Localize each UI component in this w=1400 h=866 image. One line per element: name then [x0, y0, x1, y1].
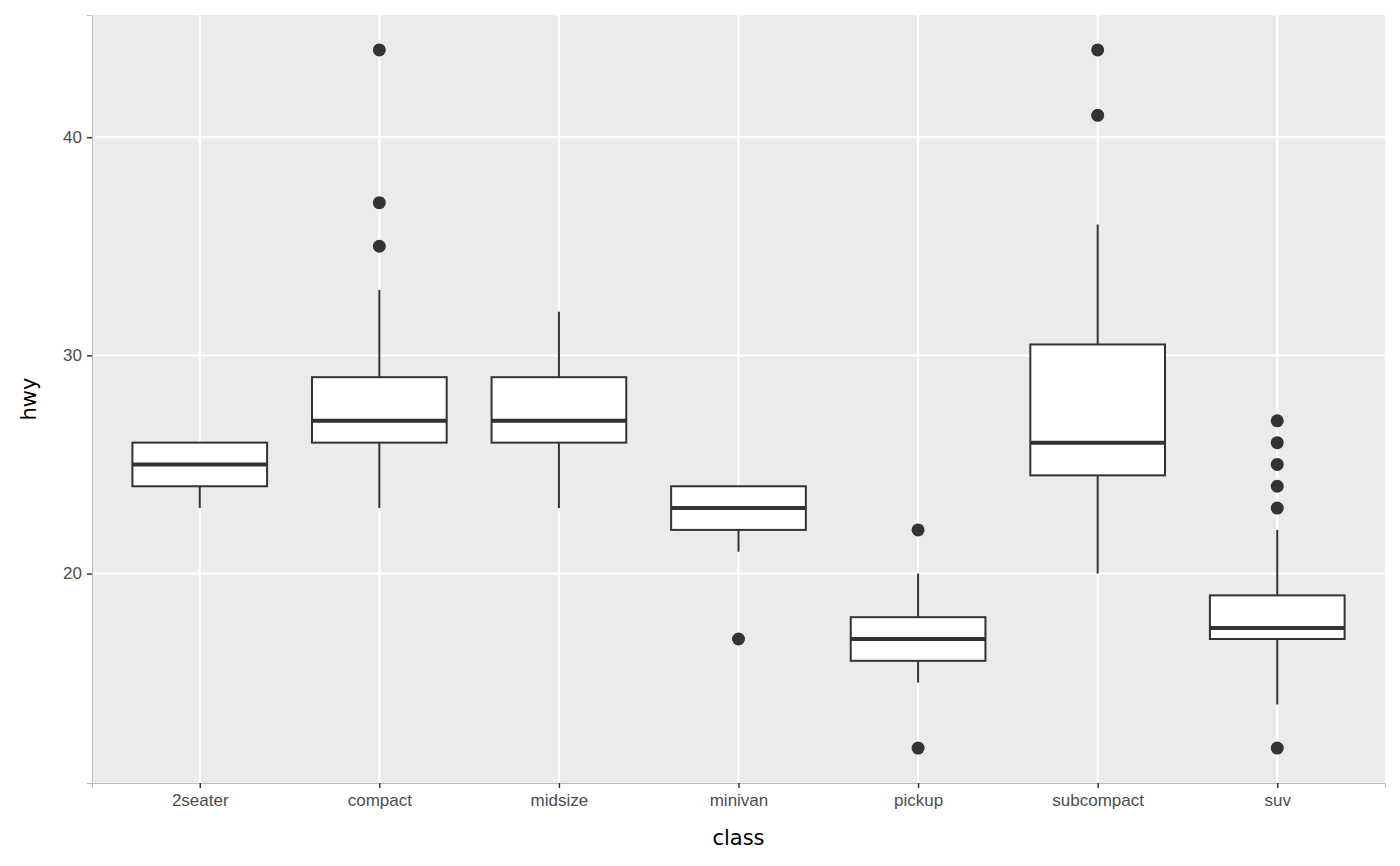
x-tick: 2seater — [172, 783, 229, 810]
box — [1030, 344, 1165, 475]
lower-whisker — [917, 661, 919, 683]
outlier — [912, 742, 925, 755]
lower-whisker — [1097, 475, 1099, 573]
panel-background — [92, 15, 1385, 783]
y-tick-label: 20 — [63, 564, 82, 583]
x-tick-label: suv — [1265, 791, 1292, 810]
outlier — [1271, 742, 1284, 755]
x-tick-label: compact — [348, 791, 413, 810]
x-tick-mark — [559, 783, 561, 788]
x-grid-line — [1276, 15, 1278, 783]
x-tick-mark — [918, 783, 920, 788]
outlier — [1091, 109, 1104, 122]
lower-whisker — [378, 443, 380, 508]
outlier — [373, 240, 386, 253]
median — [492, 419, 627, 423]
upper-whisker — [378, 290, 380, 377]
box — [851, 617, 986, 661]
x-tick-label: 2seater — [172, 791, 229, 810]
box — [492, 377, 627, 442]
y-tick: 40 — [63, 128, 92, 147]
plot: 20 30 40 2seater compact midsize minivan pickup… — [63, 15, 1385, 810]
box-plot — [492, 312, 627, 508]
outlier — [912, 523, 925, 536]
grid — [92, 15, 1385, 783]
median — [671, 506, 806, 510]
x-tick-label: minivan — [710, 791, 769, 810]
outlier — [1271, 480, 1284, 493]
upper-whisker — [558, 312, 560, 377]
box-plot — [1030, 43, 1165, 573]
upper-whisker — [1276, 530, 1278, 595]
lower-whisker — [199, 486, 201, 508]
box-plot — [312, 43, 447, 508]
median — [851, 637, 986, 641]
lower-whisker — [738, 530, 740, 552]
outlier — [1271, 436, 1284, 449]
outlier — [732, 633, 745, 646]
x-tick: pickup — [894, 783, 943, 810]
y-tick-label: 30 — [63, 346, 82, 365]
median — [312, 419, 447, 423]
x-grid-line — [917, 15, 919, 783]
x-tick-label: subcompact — [1052, 791, 1144, 810]
box-plot — [851, 523, 986, 754]
box — [671, 486, 806, 530]
x-tick-label: midsize — [531, 791, 589, 810]
y-tick: 20 — [63, 564, 92, 583]
x-tick-label: pickup — [894, 791, 943, 810]
upper-whisker — [917, 574, 919, 618]
y-axis-line — [87, 16, 93, 784]
box-plot — [671, 486, 806, 645]
x-tick-mark — [1097, 783, 1099, 788]
x-tick-mark — [1277, 783, 1279, 788]
x-tick: minivan — [710, 783, 769, 810]
median — [1030, 441, 1165, 445]
upper-whisker — [1097, 224, 1099, 344]
x-tick-mark — [738, 783, 740, 788]
outlier — [373, 196, 386, 209]
box — [312, 377, 447, 442]
chart: 20 30 40 2seater compact midsize minivan pickup… — [0, 0, 1400, 866]
box-plot — [132, 443, 267, 508]
x-tick: compact — [348, 783, 413, 810]
y-tick-mark — [87, 137, 92, 139]
x-axis-title: class — [712, 826, 764, 850]
y-axis: 20 30 40 — [63, 16, 92, 784]
x-axis-line — [93, 784, 1386, 789]
y-tick-mark — [87, 573, 92, 575]
outlier — [1271, 458, 1284, 471]
box — [132, 443, 267, 487]
box — [1210, 595, 1345, 639]
outlier — [1091, 43, 1104, 56]
median — [132, 462, 267, 466]
outlier — [1271, 502, 1284, 515]
outlier — [373, 43, 386, 56]
x-tick-mark — [379, 783, 381, 788]
box-plot — [1210, 414, 1345, 754]
marks — [132, 43, 1344, 754]
y-tick: 30 — [63, 346, 92, 365]
x-tick-mark — [200, 783, 202, 788]
x-tick: suv — [1265, 783, 1292, 810]
x-tick: subcompact — [1052, 783, 1144, 810]
lower-whisker — [1276, 639, 1278, 704]
x-axis: 2seater compact midsize minivan pickup subcom… — [93, 783, 1386, 810]
outlier — [1271, 414, 1284, 427]
x-grid-line — [737, 15, 739, 783]
x-grid-line — [199, 15, 201, 783]
y-tick-label: 40 — [63, 128, 82, 147]
y-axis-title: hwy — [17, 378, 41, 421]
median — [1210, 626, 1345, 630]
lower-whisker — [558, 443, 560, 508]
x-tick: midsize — [531, 783, 589, 810]
y-tick-mark — [87, 355, 92, 357]
